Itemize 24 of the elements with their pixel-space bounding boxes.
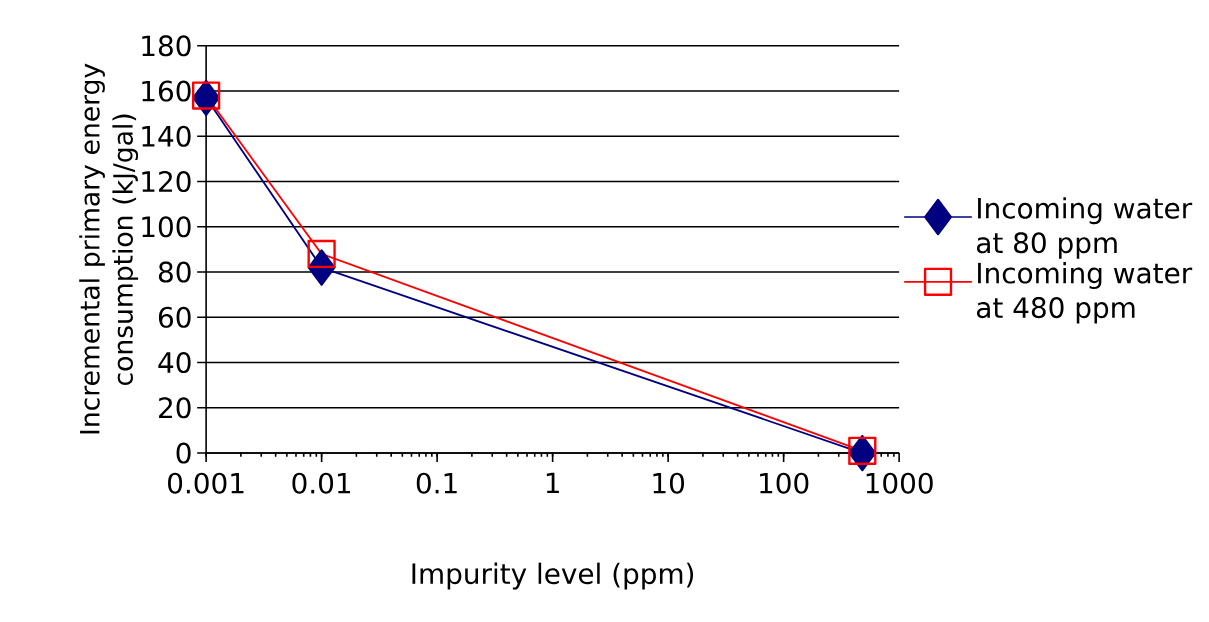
x-tick-label: 0.01 <box>292 472 351 494</box>
y-tick-label: 20 <box>159 397 191 419</box>
point <box>848 434 877 472</box>
y-tick-label: 140 <box>142 125 191 147</box>
x-axis-title: Impurity level (ppm) <box>412 562 694 590</box>
x-tick-label: 0.1 <box>416 472 457 494</box>
y-tick-label: 120 <box>142 170 191 192</box>
legend-label: Incoming water at 80 ppm <box>977 197 1193 259</box>
x-tick-label: 1 <box>546 472 559 493</box>
y-axis-title: Incremental primary energy consumption (kJ/gal) <box>79 63 139 434</box>
y-tick-label: 80 <box>158 261 191 283</box>
x-tick-label: 0.001 <box>168 472 244 494</box>
point <box>191 81 221 110</box>
x-tick-label: 100 <box>760 472 809 494</box>
y-tick-label: 160 <box>142 80 191 102</box>
x-tick-label: 10 <box>653 472 685 494</box>
point <box>848 436 877 465</box>
legend-label: Incoming water at 480 ppm <box>977 261 1193 324</box>
x-tick-label: 1000 <box>866 472 933 494</box>
y-tick-label: 60 <box>158 306 191 328</box>
y-tick-label: 180 <box>142 35 191 57</box>
y-tick-label: 40 <box>158 351 191 373</box>
y-tick-label: 100 <box>142 216 191 238</box>
y-tick-label: 0 <box>176 442 191 464</box>
